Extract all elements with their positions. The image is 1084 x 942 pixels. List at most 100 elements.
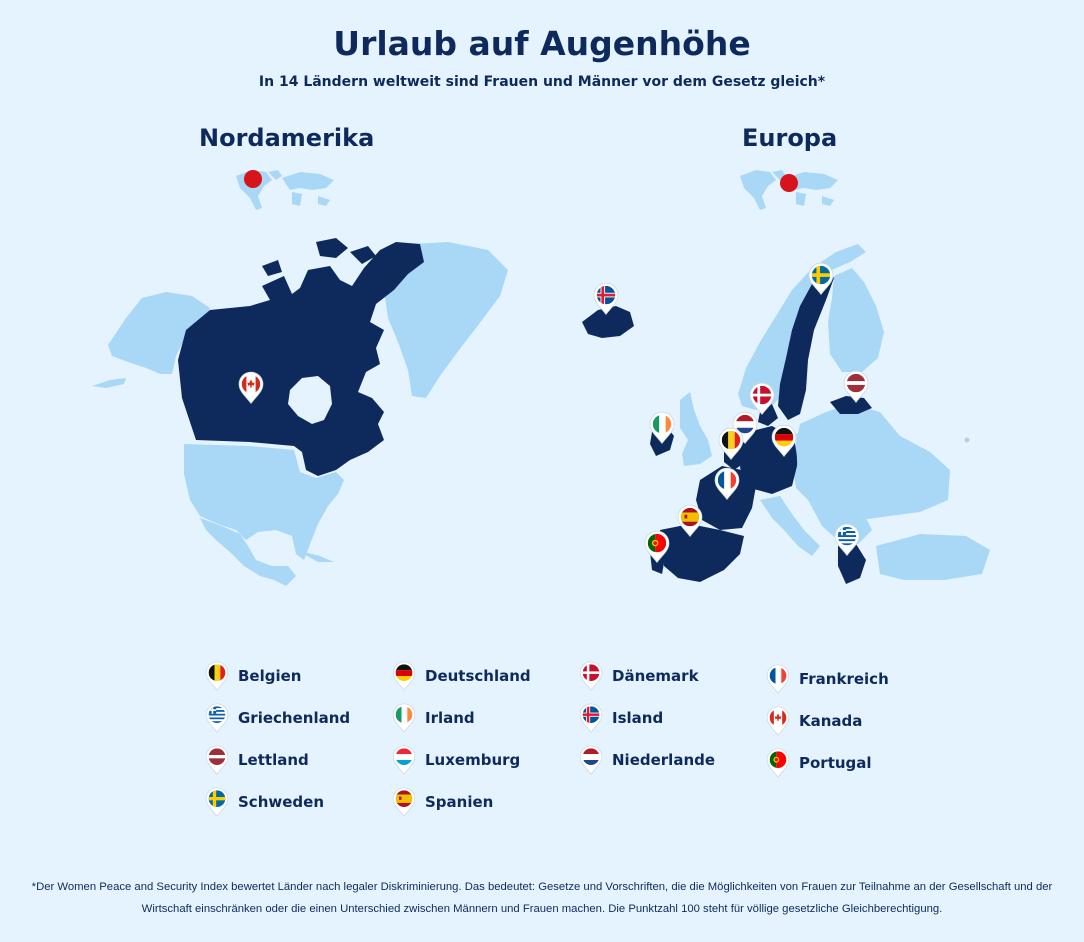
region-title-europe: Europa xyxy=(742,124,838,152)
france-flag xyxy=(717,470,737,490)
eastern-europe-shape xyxy=(792,404,950,520)
canada-flag-icon xyxy=(766,706,790,736)
sweden-pin-map xyxy=(808,262,834,296)
legend-label: Frankreich xyxy=(799,670,889,688)
latvia-flag xyxy=(208,748,226,765)
legend-label: Kanada xyxy=(799,712,863,730)
ireland-flag-icon xyxy=(392,703,416,733)
europe-locator-dot xyxy=(780,174,798,192)
legend-item-belgium: Belgien xyxy=(204,660,301,692)
spain-flag xyxy=(680,507,700,527)
luxembourg-flag-icon xyxy=(392,745,416,775)
france-pin-legend xyxy=(766,664,790,694)
belgium-flag xyxy=(721,430,741,450)
netherlands-pin-legend xyxy=(579,745,603,775)
sweden-shape xyxy=(778,270,834,420)
footnote: *Der Women Peace and Security Index bewe… xyxy=(31,881,1053,915)
iceland-pin-map xyxy=(593,282,619,316)
north-america-locator-map xyxy=(236,170,334,210)
norway-shape xyxy=(738,244,866,410)
canada-pin-legend xyxy=(766,706,790,736)
europe-locator-map xyxy=(740,170,838,210)
finland-shape xyxy=(828,268,884,372)
iceland-flag xyxy=(582,706,600,723)
canada-pin-map xyxy=(238,371,264,405)
legend-item-netherlands: Niederlande xyxy=(578,744,715,776)
italy-shape xyxy=(760,496,820,556)
spain-pin-map xyxy=(677,504,703,538)
greece-shape xyxy=(838,544,866,584)
denmark-pin-legend xyxy=(579,661,603,691)
latvia-shape xyxy=(830,396,872,414)
turkey-shape xyxy=(876,534,990,580)
mexico-shape xyxy=(200,518,296,586)
greece-pin-map xyxy=(834,523,860,557)
france-pin-map xyxy=(714,467,740,501)
iceland-flag xyxy=(596,285,616,305)
hudson-bay-shape xyxy=(288,376,332,424)
legend-label: Niederlande xyxy=(612,751,716,769)
luxembourg-pin-legend xyxy=(392,745,416,775)
germany-pin-legend xyxy=(392,661,416,691)
legend-label: Dänemark xyxy=(612,667,699,685)
ireland-pin-map xyxy=(649,411,675,445)
denmark-flag xyxy=(582,664,600,681)
page-subtitle: In 14 Ländern weltweit sind Frauen und M… xyxy=(258,74,826,90)
denmark-shape xyxy=(758,404,778,426)
ireland-flag xyxy=(395,706,413,723)
legend-label: Belgien xyxy=(238,667,302,685)
belgium-pin-map xyxy=(718,427,744,461)
portugal-flag xyxy=(769,751,787,768)
legend-item-portugal: Portugal xyxy=(765,747,872,779)
legend-label: Island xyxy=(612,709,664,727)
portugal-pin-map xyxy=(644,530,670,564)
luxembourg-flag xyxy=(395,748,413,765)
spain-shape xyxy=(660,524,744,582)
legend-label: Deutschland xyxy=(425,667,531,685)
canadian-arctic-islands-shape xyxy=(262,238,376,276)
caribbean-shape xyxy=(296,550,334,562)
spain-pin-legend xyxy=(392,787,416,817)
legend-item-germany: Deutschland xyxy=(391,660,531,692)
belgium-pin-legend xyxy=(205,661,229,691)
legend-label: Spanien xyxy=(425,793,494,811)
north-america-locator-dot xyxy=(244,170,262,188)
canada-flag xyxy=(241,374,261,394)
france-flag xyxy=(769,667,787,684)
legend-label: Griechenland xyxy=(238,709,351,727)
sweden-flag-icon xyxy=(205,787,229,817)
legend-label: Irland xyxy=(425,709,475,727)
latvia-flag-icon xyxy=(205,745,229,775)
alaska-shape xyxy=(108,292,210,374)
belgium-flag-icon xyxy=(205,661,229,691)
cyprus-dot xyxy=(964,437,970,443)
legend-label: Portugal xyxy=(799,754,872,772)
germany-flag xyxy=(774,427,794,447)
legend-item-ireland: Irland xyxy=(391,702,475,734)
germany-flag-icon xyxy=(392,661,416,691)
iceland-pin-legend xyxy=(579,703,603,733)
germany-pin-map xyxy=(771,424,797,458)
germany-flag xyxy=(395,664,413,681)
page-title: Urlaub auf Augenhöhe xyxy=(333,24,751,63)
legend-item-france: Frankreich xyxy=(765,663,889,695)
denmark-pin-map xyxy=(749,382,775,416)
netherlands-flag-icon xyxy=(579,745,603,775)
netherlands-flag xyxy=(735,414,755,434)
sweden-flag xyxy=(208,790,226,807)
europe-map xyxy=(582,244,990,584)
portugal-pin-legend xyxy=(766,748,790,778)
greece-flag-icon xyxy=(205,703,229,733)
canada-shape xyxy=(178,242,424,476)
portugal-flag-icon xyxy=(766,748,790,778)
canada-flag xyxy=(769,709,787,726)
greece-flag xyxy=(837,526,857,546)
france-flag-icon xyxy=(766,664,790,694)
legend-item-sweden: Schweden xyxy=(204,786,324,818)
portugal-flag xyxy=(647,533,667,553)
iceland-flag-icon xyxy=(579,703,603,733)
latvia-flag xyxy=(846,373,866,393)
netherlands-flag xyxy=(582,748,600,765)
spain-flag-icon xyxy=(392,787,416,817)
